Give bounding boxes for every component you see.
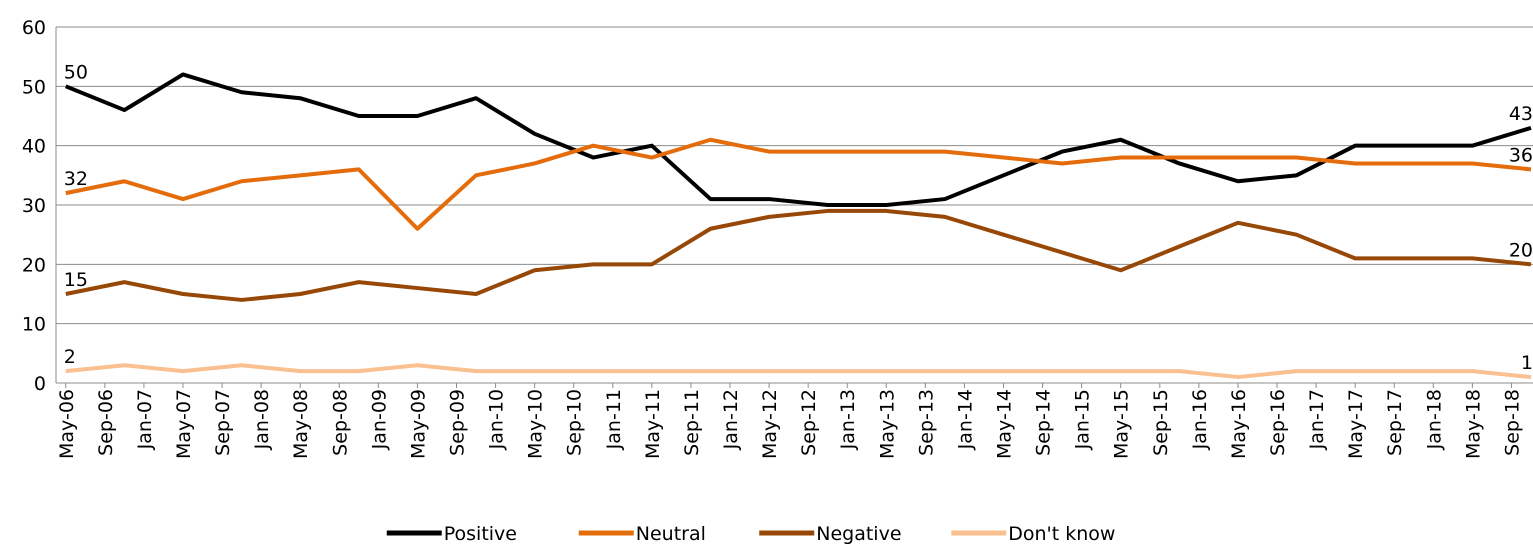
x-tick-label: Sep-15 (1150, 389, 1172, 456)
x-tick-label: Sep-17 (1384, 389, 1406, 456)
x-tick-label: May-16 (1228, 389, 1250, 459)
x-tick-label: Sep-10 (564, 389, 586, 456)
x-tick-label: Jan-17 (1306, 389, 1328, 450)
series-line (65, 363, 1532, 380)
legend-label: Negative (816, 523, 901, 545)
y-tick-label: 40 (22, 136, 46, 158)
x-tick-label: Sep-14 (1033, 389, 1055, 456)
x-tick-label: May-12 (759, 389, 781, 459)
x-tick-label: Jan-08 (251, 389, 273, 450)
x-tick-label: May-10 (525, 389, 547, 459)
x-tick-label: Jan-18 (1423, 389, 1445, 450)
x-tick-label: Jan-09 (368, 389, 390, 450)
data-label: 36 (1509, 144, 1533, 166)
x-tick-label: Sep-08 (329, 389, 351, 456)
y-tick-label: 30 (22, 195, 46, 217)
data-label: 20 (1509, 239, 1533, 261)
y-tick-label: 60 (22, 17, 46, 39)
x-tick-label: Jan-15 (1072, 389, 1094, 450)
x-tick-label: Jan-07 (134, 389, 156, 450)
series-line (65, 72, 1532, 207)
y-tick-label: 50 (22, 76, 46, 98)
x-tick-label: Sep-09 (446, 389, 468, 456)
x-tick-label: Sep-12 (798, 389, 820, 456)
data-label: 15 (64, 269, 88, 291)
series-line (65, 137, 1532, 231)
x-tick-label: Jan-14 (954, 389, 976, 450)
x-tick-label: May-07 (173, 389, 195, 459)
x-tick-label: May-15 (1111, 389, 1133, 459)
data-label: 1 (1521, 352, 1533, 374)
data-label: 43 (1509, 103, 1533, 125)
x-tick-label: Jan-13 (837, 389, 859, 450)
x-tick-label: May-17 (1345, 389, 1367, 459)
x-tick-label: Jan-11 (603, 389, 625, 450)
series-line (65, 208, 1532, 302)
x-tick-label: May-08 (290, 389, 312, 459)
x-tick-label: May-14 (994, 389, 1016, 459)
x-tick-label: May-13 (876, 389, 898, 459)
x-tick-label: Jan-12 (720, 389, 742, 450)
y-tick-label: 0 (34, 373, 46, 395)
x-tick-label: Sep-18 (1501, 389, 1523, 456)
x-tick-label: Sep-11 (681, 389, 703, 456)
x-tick-label: May-11 (642, 389, 664, 459)
y-tick-label: 10 (22, 314, 46, 336)
y-tick-label: 20 (22, 254, 46, 276)
x-tick-label: Sep-06 (95, 389, 117, 456)
data-label: 32 (64, 168, 88, 190)
data-label: 2 (64, 346, 76, 368)
legend-label: Positive (444, 523, 517, 545)
x-tick-label: May-18 (1462, 389, 1484, 459)
legend-label: Neutral (636, 523, 706, 545)
x-tick-label: Jan-10 (486, 389, 508, 450)
x-tick-label: May-09 (407, 389, 429, 459)
x-tick-label: Sep-16 (1267, 389, 1289, 456)
x-tick-label: Jan-16 (1189, 389, 1211, 450)
legend-label: Don't know (1008, 523, 1115, 545)
x-tick-label: May-06 (56, 389, 78, 459)
x-tick-label: Sep-13 (915, 389, 937, 456)
x-tick-label: Sep-07 (212, 389, 234, 456)
data-label: 50 (64, 61, 88, 83)
